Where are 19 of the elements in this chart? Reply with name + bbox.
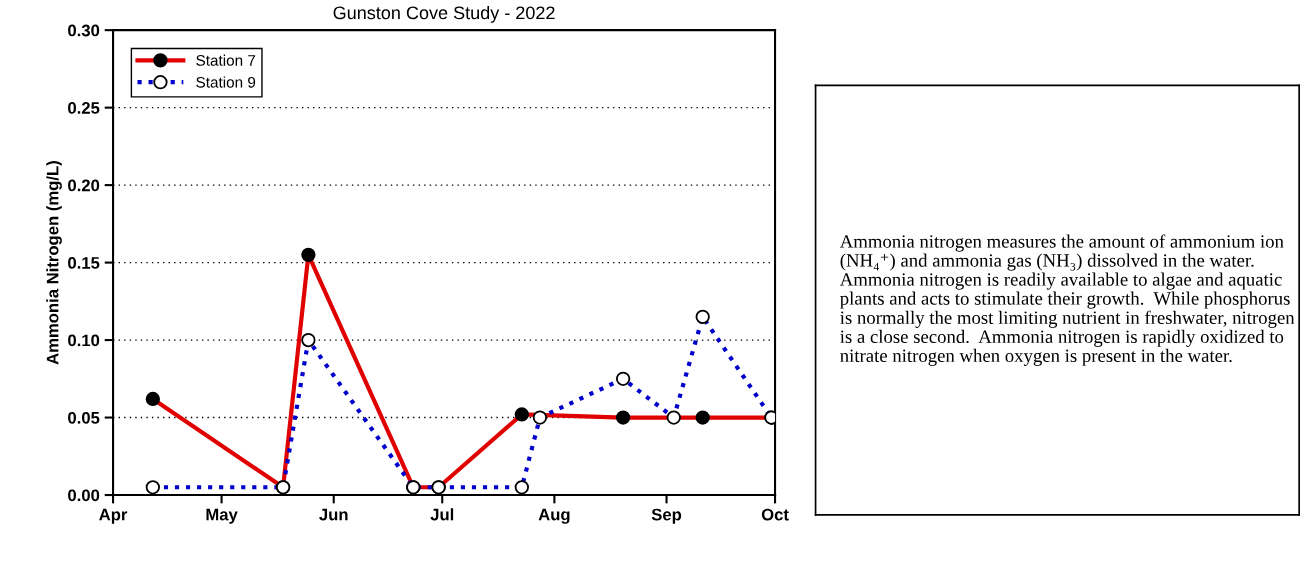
legend-label: Station 9: [196, 76, 256, 88]
x-tick-label: Aug: [538, 508, 570, 524]
y-tick-label: 0.10: [68, 334, 100, 347]
y-tick-label: 0.20: [68, 179, 100, 192]
x-tick-label: Jul: [430, 508, 454, 521]
x-tick-label: Jun: [319, 508, 348, 521]
y-axis-title: Ammonia Nitrogen (mg/L): [46, 161, 62, 365]
chart-title: Gunston Cove Study - 2022: [333, 5, 555, 23]
legend-label: Station 7: [196, 54, 256, 66]
x-tick-label: Apr: [99, 508, 128, 524]
x-tick-label: Sep: [651, 508, 682, 524]
y-tick-label: 0.25: [68, 102, 100, 114]
text: Ammonia nitrogen measures the amount of ammonium ion (NH₄⁺) and ammonia gas (NH₃) dissolved in the water. Ammonia nitrogen is readily available to algae and aquatic plants and acts to stimulate their growth. While phosphorus is normally the most limiting nutrient in freshwater, nitrogen is a close second. Ammonia nitrogen is rapidly oxidized to nitrate nitrogen when oxygen is present in the water.: [839, 234, 1295, 366]
y-tick-label: 0.00: [68, 489, 100, 502]
y-tick-label: 0.15: [68, 256, 100, 269]
x-tick-label: May: [206, 508, 238, 524]
x-tick-label: Oct: [761, 508, 789, 521]
y-tick-label: 0.05: [68, 411, 100, 424]
y-tick-label: 0.30: [68, 24, 100, 37]
